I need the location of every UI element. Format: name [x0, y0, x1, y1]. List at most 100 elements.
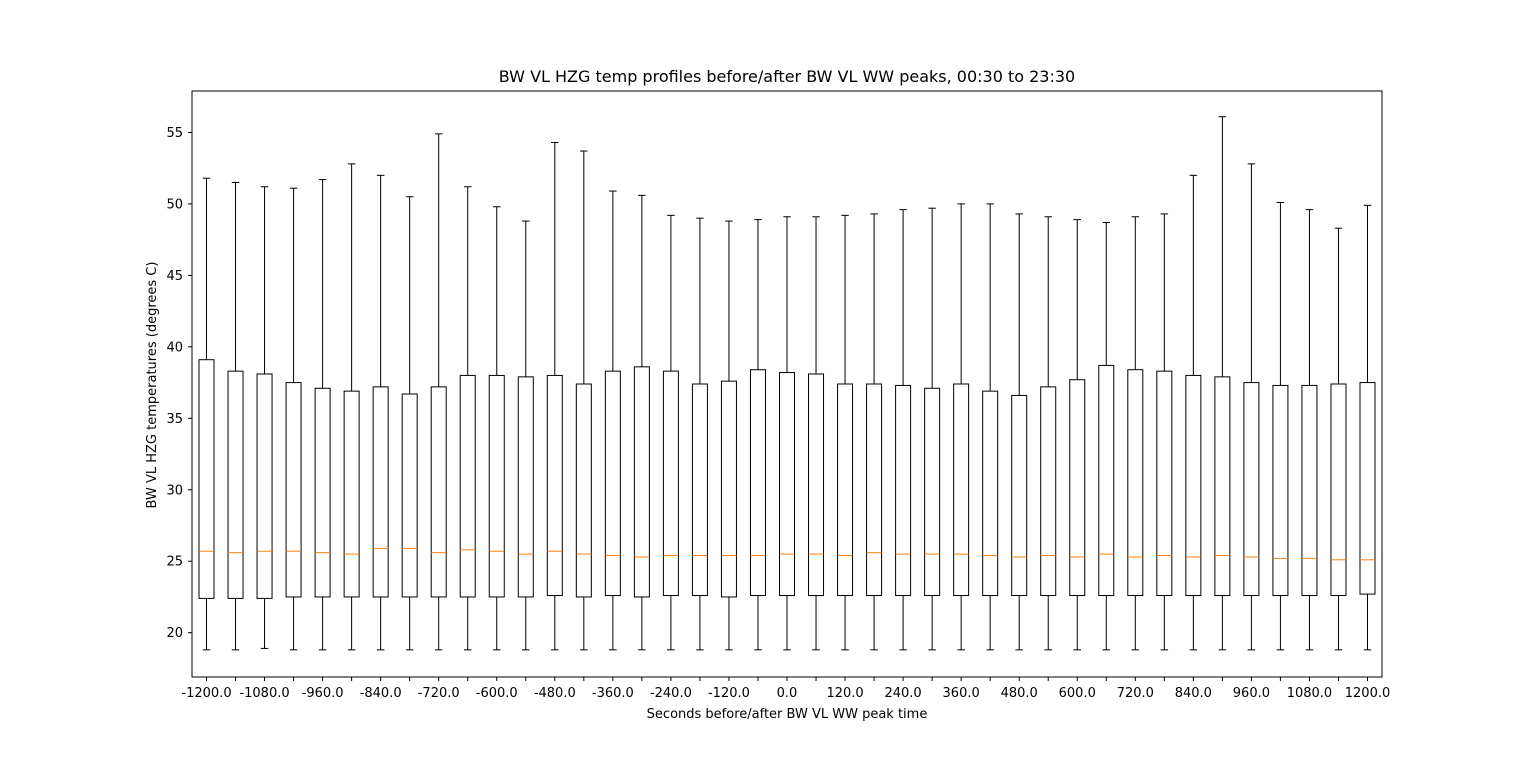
box-iqr: [837, 383, 854, 597]
box-iqr: [604, 370, 621, 597]
box-series: [198, 116, 1376, 651]
x-tick-label: 240.0: [884, 686, 921, 701]
box-item: [1243, 163, 1260, 651]
box-item: [1359, 204, 1376, 651]
box-item: [285, 187, 302, 651]
box-iqr: [808, 373, 825, 597]
box-item: [953, 203, 970, 651]
box-item: [1156, 213, 1173, 651]
y-tick-label: 25: [166, 555, 183, 570]
box-iqr: [1156, 370, 1173, 597]
box-iqr: [1243, 382, 1260, 597]
box-item: [662, 214, 679, 651]
box-item: [430, 133, 447, 651]
x-tick-label: 0.0: [777, 686, 798, 701]
x-tick-label: 360.0: [943, 686, 980, 701]
box-iqr: [633, 366, 650, 598]
y-tick-label: 30: [166, 483, 183, 498]
box-iqr: [662, 370, 679, 597]
box-iqr: [1330, 383, 1347, 597]
x-axis: -1200.0 -1080.0 -960.0 -840.0 -720.0 -600.0 -4…: [181, 677, 1390, 701]
box-iqr: [1359, 382, 1376, 595]
chart-title: BW VL HZG temp profiles before/after BW …: [499, 67, 1075, 86]
box-item: [401, 196, 418, 651]
box-item: [256, 186, 273, 649]
box-iqr: [1040, 386, 1057, 597]
box-item: [924, 207, 941, 651]
box-item: [198, 177, 215, 651]
box-iqr: [924, 387, 941, 597]
y-tick-label: 45: [166, 269, 183, 284]
box-item: [749, 219, 766, 651]
box-item: [895, 209, 912, 651]
box-iqr: [866, 383, 883, 597]
box-iqr: [982, 390, 999, 597]
box-iqr: [256, 373, 273, 599]
x-axis-label: Seconds before/after BW VL WW peak time: [647, 707, 928, 722]
box-item: [488, 206, 505, 651]
x-tick-label: -240.0: [650, 686, 692, 701]
x-tick-label: -360.0: [592, 686, 634, 701]
box-iqr: [227, 370, 244, 599]
box-iqr: [1069, 379, 1086, 597]
box-iqr: [1272, 384, 1289, 597]
box-item: [1040, 216, 1057, 651]
plot-area-frame: [191, 90, 1383, 678]
box-iqr: [401, 393, 418, 598]
box-item: [691, 217, 708, 651]
box-iqr: [372, 386, 389, 598]
box-item: [343, 163, 360, 651]
box-item: [575, 150, 592, 651]
box-item: [1301, 209, 1318, 651]
x-tick-label: 1080.0: [1287, 686, 1333, 701]
box-iqr: [575, 383, 592, 598]
y-tick-label: 55: [166, 126, 183, 141]
box-item: [779, 216, 795, 651]
box-item: [1069, 219, 1086, 651]
box-item: [517, 220, 534, 651]
box-item: [1098, 221, 1115, 651]
y-tick-label: 50: [166, 197, 183, 212]
box-iqr: [953, 383, 970, 597]
box-item: [982, 203, 999, 651]
box-item: [837, 214, 854, 651]
box-item: [1127, 216, 1144, 651]
box-iqr: [1011, 394, 1028, 597]
box-item: [866, 213, 883, 651]
box-iqr: [1301, 384, 1318, 597]
x-tick-label: 720.0: [1117, 686, 1154, 701]
x-tick-label: -720.0: [418, 686, 460, 701]
box-iqr: [691, 383, 708, 597]
box-item: [1011, 213, 1028, 651]
box-item: [459, 186, 476, 651]
box-iqr: [459, 374, 476, 598]
y-tick-label: 35: [166, 412, 183, 427]
y-tick-label: 20: [166, 626, 183, 641]
box-item: [227, 181, 244, 651]
box-item: [720, 220, 737, 651]
x-tick-label: -840.0: [360, 686, 402, 701]
box-iqr: [1098, 364, 1115, 597]
box-item: [372, 174, 389, 651]
box-item: [604, 190, 621, 651]
x-tick-label: 600.0: [1059, 686, 1096, 701]
box-iqr: [488, 374, 505, 598]
box-iqr: [1127, 369, 1144, 597]
box-item: [633, 194, 650, 651]
box-iqr: [720, 380, 737, 598]
x-tick-label: 120.0: [826, 686, 863, 701]
box-iqr: [517, 376, 534, 598]
x-tick-label: -120.0: [708, 686, 750, 701]
box-item: [808, 216, 825, 651]
box-item: [1185, 174, 1202, 651]
box-iqr: [198, 359, 215, 599]
x-tick-label: -1200.0: [181, 686, 231, 701]
x-tick-label: -480.0: [534, 686, 576, 701]
box-iqr: [285, 382, 302, 598]
y-axis: 20 25 30 35 40 45 50 55: [166, 126, 192, 641]
x-tick-label: 960.0: [1233, 686, 1270, 701]
x-tick-label: -1080.0: [239, 686, 289, 701]
x-tick-label: 480.0: [1001, 686, 1038, 701]
